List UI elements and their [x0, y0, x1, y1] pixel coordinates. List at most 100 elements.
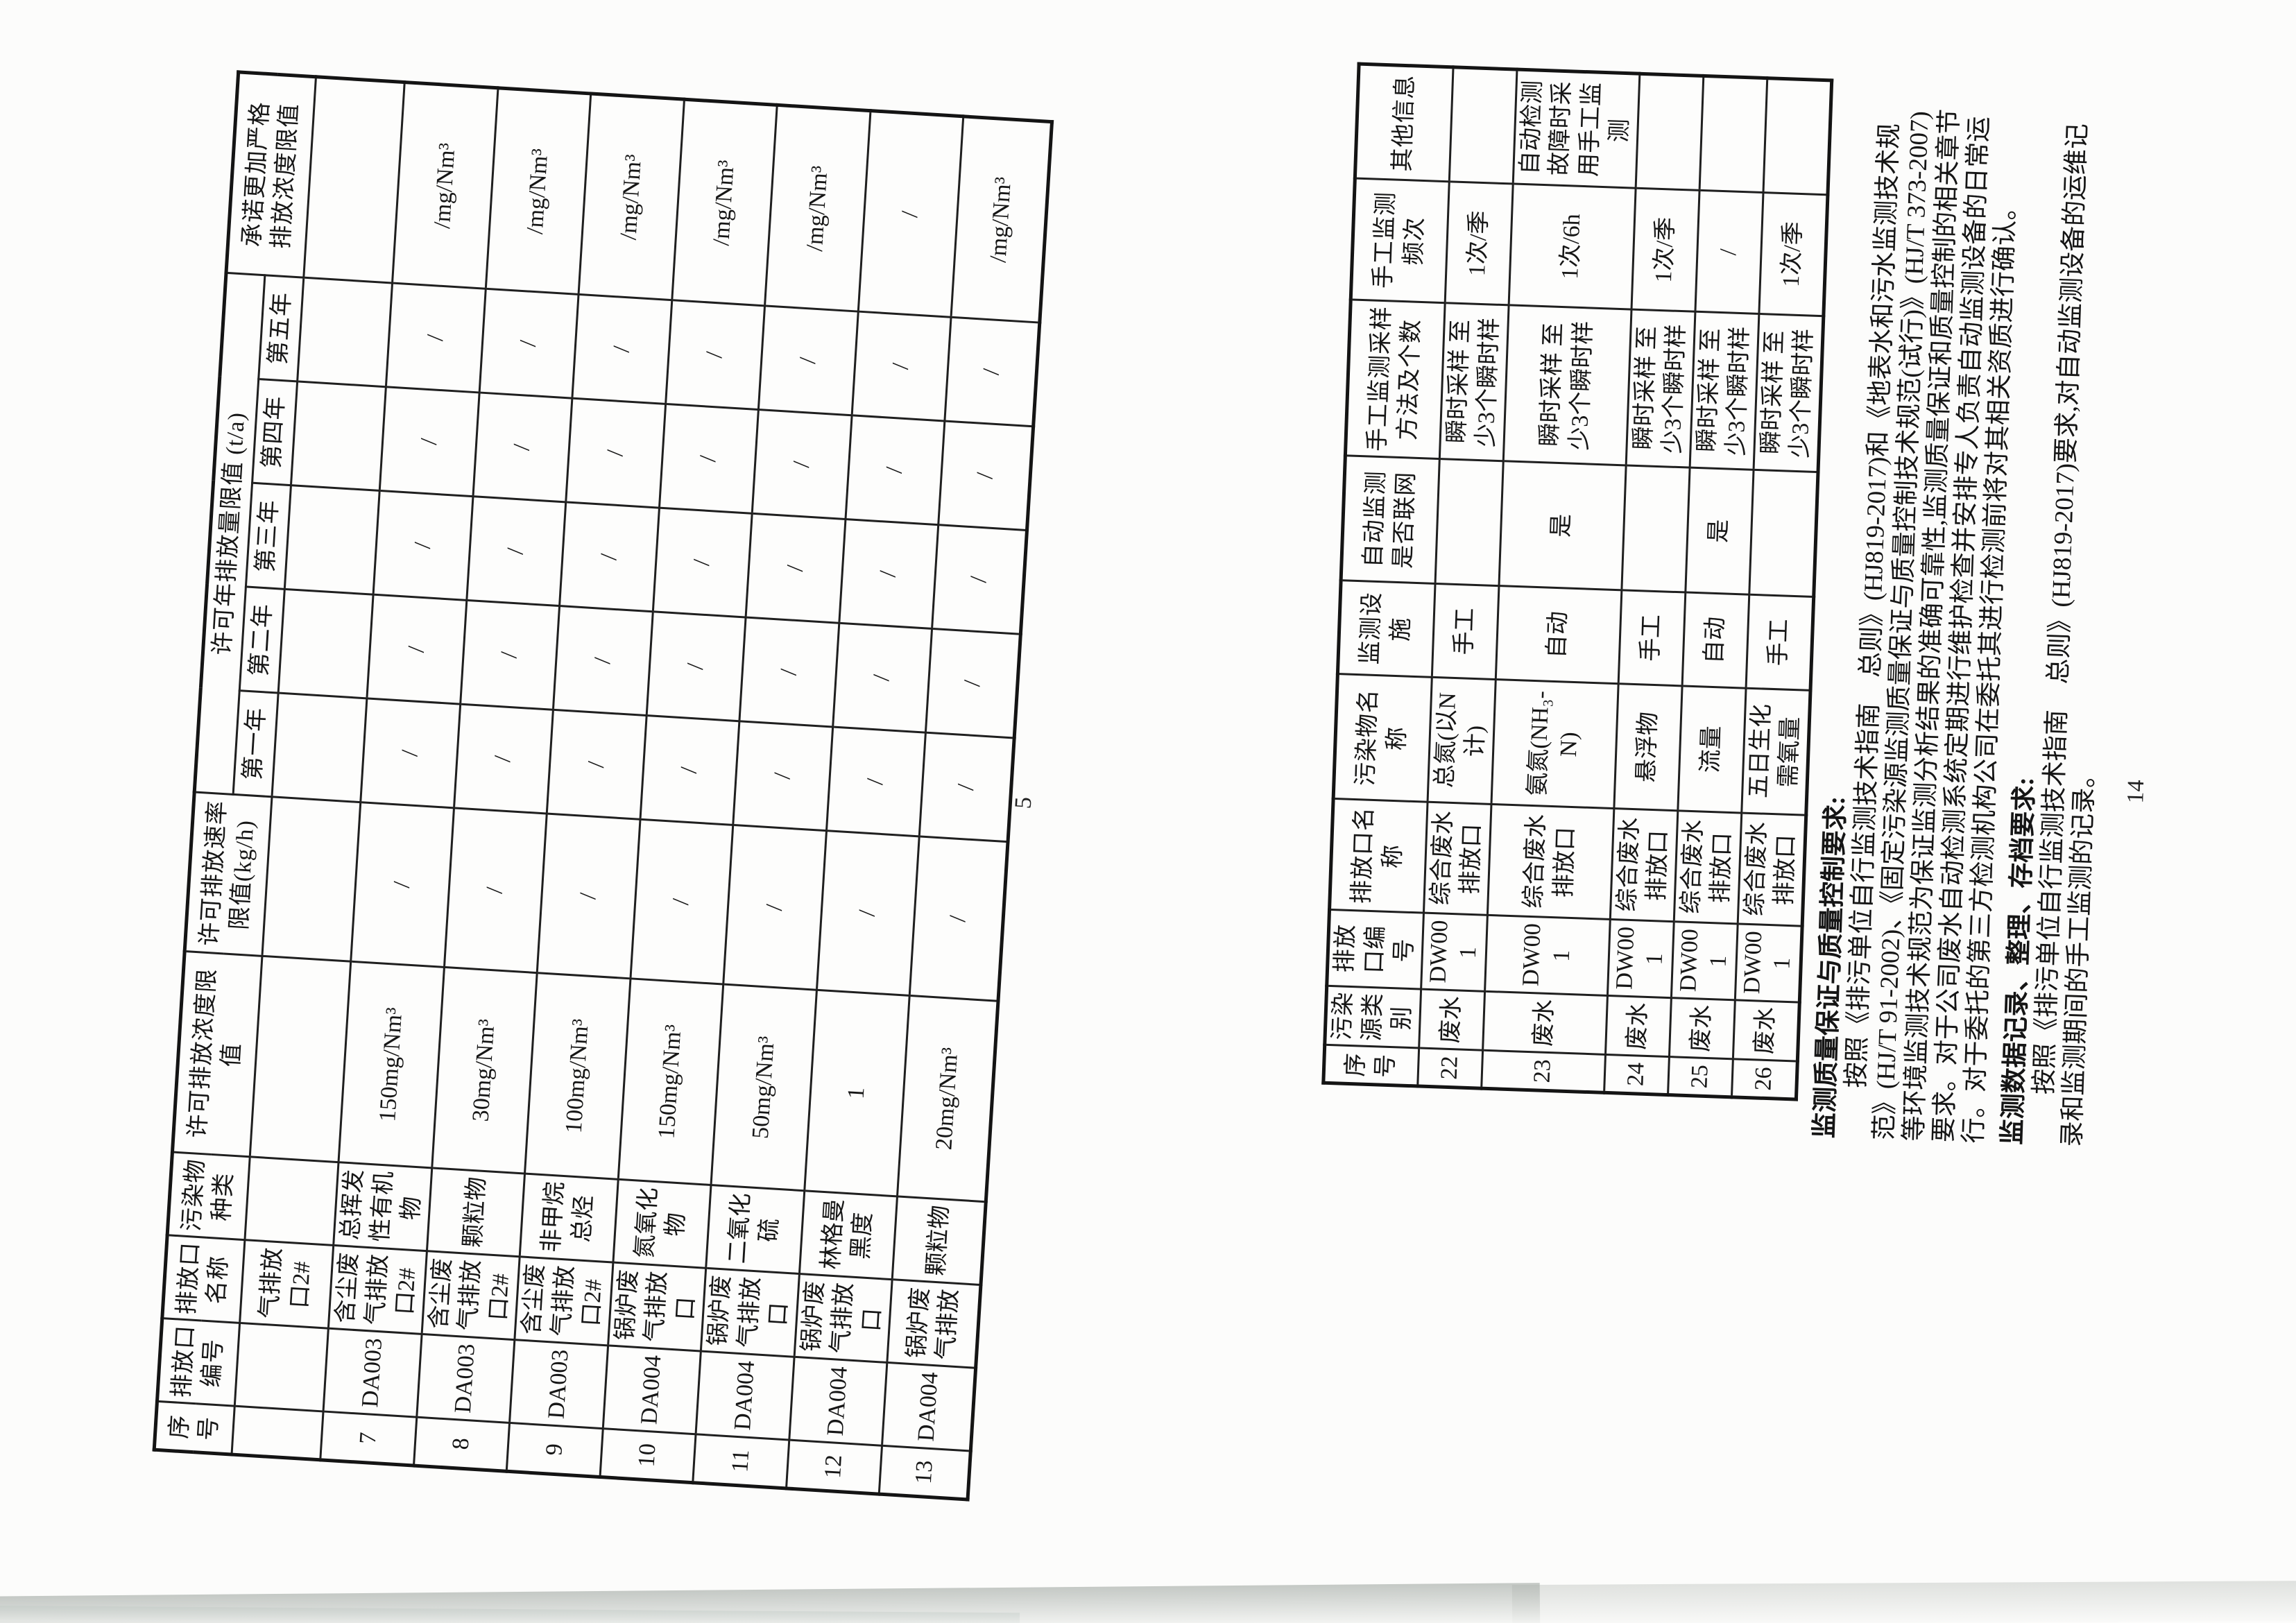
cell-source-type: 废水 — [1604, 995, 1671, 1057]
cell-frequency: / — [1695, 190, 1763, 314]
cell-year1: / — [640, 715, 739, 825]
col-header-source-type: 污染源类别 — [1324, 986, 1421, 1048]
cell-facility: 手工 — [1618, 590, 1686, 686]
cell-outlet-name: 综合废水排放口 — [1487, 804, 1614, 920]
col-header-year2: 第二年 — [239, 586, 285, 694]
cell-pollutant: 氨氮(NH₃-N) — [1491, 679, 1618, 809]
cell-outlet-name: 锅炉废气排放口 — [608, 1262, 706, 1352]
cell-outlet-name: 锅炉废气排放口 — [794, 1273, 893, 1363]
cell-year2: / — [832, 623, 932, 733]
cell-year3: / — [559, 501, 659, 612]
cell-year1: / — [454, 704, 554, 814]
col-header-pollutant: 污染物种类 — [167, 1151, 250, 1240]
cell-outlet-no: DA003 — [509, 1339, 608, 1429]
cell-source-type: 废水 — [1482, 991, 1607, 1055]
cell-outlet-no: DW001 — [1734, 923, 1802, 1003]
cell-year1: / — [919, 732, 1015, 842]
cell-year1: / — [733, 721, 833, 831]
cell-rate-limit: / — [909, 836, 1009, 1002]
cell-sampling: 瞬时采样 至少3个瞬时样 — [1689, 311, 1759, 470]
cell-rate-limit: / — [723, 825, 827, 990]
cell-year4: / — [658, 404, 759, 514]
page-right: 序号 污染源类别 排放口编号 排放口名称 污染物名称 监测设施 自动监测是否联网… — [1160, 1, 2296, 1623]
cell-pollutant: 颗粒物 — [892, 1196, 986, 1285]
cell-facility: 手工 — [1745, 594, 1814, 691]
cell-year3: / — [466, 496, 566, 606]
col-header-sn: 序号 — [1323, 1045, 1419, 1086]
cell-conc-limit: 150mg/Nm³ — [339, 961, 444, 1168]
cell-conc-limit: 30mg/Nm³ — [431, 967, 538, 1174]
cell-pollutant: 颗粒物 — [426, 1167, 525, 1257]
cell-source-type: 废水 — [1732, 999, 1799, 1062]
cell-other — [1448, 67, 1517, 184]
scan-shadow — [1511, 1580, 2296, 1623]
cell-sn: 22 — [1417, 1047, 1483, 1089]
cell-outlet-name: 综合废水排放口 — [1673, 810, 1742, 924]
cell-other: 自动检测故障时采用手工监测 — [1512, 69, 1640, 189]
col-header-commit: 承诺更加严格排放浓度限值 — [225, 71, 316, 278]
cell-outlet-no: DW001 — [1484, 915, 1610, 996]
cell-commit: /mg/Nm³ — [579, 93, 685, 300]
cell-outlet-no: DA003 — [416, 1334, 515, 1423]
cell-year4: / — [845, 415, 945, 525]
col-header-facility: 监测设施 — [1337, 580, 1435, 678]
cell-commit: /mg/Nm³ — [671, 99, 778, 306]
cell-frequency: 1次/季 — [1758, 192, 1828, 316]
col-header-outlet-name: 排放口名称 — [162, 1235, 245, 1323]
cell-year3: / — [652, 508, 753, 618]
col-header-networked: 自动监测是否联网 — [1341, 455, 1439, 584]
cell-year3: / — [373, 490, 473, 601]
cell-source-type: 废水 — [1419, 989, 1485, 1051]
cell-year4: / — [379, 386, 479, 497]
cell-year1: / — [826, 726, 926, 836]
cell-pollutant: 二氧化硫 — [705, 1185, 805, 1274]
cell-year5: / — [386, 282, 486, 393]
cell-sn: 8 — [413, 1417, 510, 1472]
cell-year5: / — [479, 289, 579, 399]
cell-pollutant — [244, 1156, 339, 1246]
cell-rate-limit: / — [630, 819, 733, 985]
cell-outlet-name: 综合废水排放口 — [1737, 813, 1806, 927]
cell-year5 — [297, 277, 393, 387]
cell-year2: / — [460, 600, 560, 710]
cell-sampling: 瞬时采样 至少3个瞬时样 — [1625, 309, 1695, 468]
permit-table-body: 气排放口2# 7 DA003 含尘废气排放口2# — [232, 76, 1052, 1500]
col-header-conc-limit: 许可排放浓度限值 — [172, 951, 262, 1157]
cell-sn: 13 — [879, 1445, 971, 1500]
cell-sn: 7 — [320, 1411, 417, 1466]
cell-pollutant: 总氮(以N计) — [1427, 677, 1496, 805]
cell-outlet-no: DA003 — [323, 1328, 422, 1418]
col-header-rate-limit: 许可排放速率限值(kg/h) — [185, 791, 273, 956]
col-header-sampling: 手工监测采样方法及个数 — [1345, 299, 1445, 459]
cell-frequency: 1次/季 — [1444, 181, 1513, 305]
cell-conc-limit: 100mg/Nm³ — [524, 972, 631, 1180]
cell-outlet-name: 锅炉废气排放 — [886, 1279, 981, 1368]
cell-networked — [1621, 465, 1690, 592]
cell-conc-limit — [250, 956, 351, 1162]
col-header-outlet-no: 排放口编号 — [1326, 909, 1423, 990]
cell-year1: / — [360, 698, 461, 808]
cell-year3 — [284, 485, 380, 595]
cell-commit: /mg/Nm³ — [392, 82, 498, 289]
cell-commit — [303, 76, 405, 283]
cell-commit: /mg/Nm³ — [951, 116, 1052, 323]
cell-year4: / — [752, 409, 852, 519]
col-header-frequency: 手工监测频次 — [1351, 178, 1449, 303]
cell-commit: / — [857, 110, 963, 318]
cell-outlet-name: 综合废水排放口 — [1423, 802, 1491, 916]
col-header-year3: 第三年 — [246, 483, 291, 590]
cell-facility: 自动 — [1495, 585, 1622, 684]
cell-year3: / — [839, 519, 939, 629]
cell-rate-limit — [262, 796, 361, 962]
cell-year2: / — [925, 628, 1021, 738]
cell-conc-limit: 1 — [804, 990, 910, 1196]
cell-outlet-no: DW001 — [1421, 913, 1487, 992]
cell-sampling: 瞬时采样 至少3个瞬时样 — [1502, 304, 1631, 465]
cell-year1: / — [547, 710, 646, 820]
cell-outlet-name: 含尘废气排放口2# — [514, 1256, 613, 1346]
cell-rate-limit: / — [443, 807, 547, 973]
cell-sn: 25 — [1668, 1056, 1733, 1097]
requirements-text: 监测质量保证与质量控制要求: 按照《排污单位自行监测技术指南 总则》(HJ819… — [1810, 98, 2124, 1147]
cell-outlet-no: DW001 — [1670, 921, 1738, 1000]
cell-year3: / — [932, 524, 1027, 635]
